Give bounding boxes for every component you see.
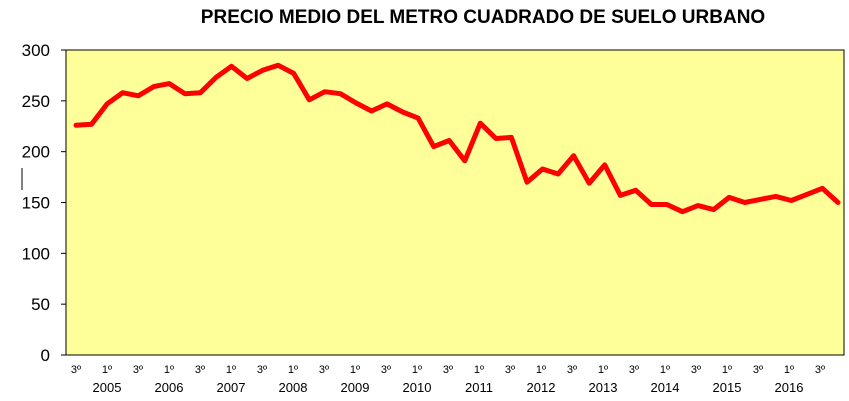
x-quarter-label: 3º (815, 364, 825, 376)
x-axis: 3º 1º 3º 1º 3º 1º 3º 1º 3º 1º 3º 1º 3º 1º 3º 1º 3º 1º 3º 1º… (71, 364, 825, 395)
x-quarter-label: 1º (350, 364, 360, 376)
series-line (73, 62, 841, 215)
x-quarter-label: 3º (629, 364, 639, 376)
x-quarter-label: 3º (319, 364, 329, 376)
x-quarter-label: 1º (102, 364, 112, 376)
x-quarter-label: 3º (753, 364, 763, 376)
x-year-label: 2010 (403, 380, 432, 395)
y-tick-label: 300 (22, 41, 50, 60)
x-year-label: 2014 (651, 380, 680, 395)
x-quarter-label: 3º (567, 364, 577, 376)
x-quarter-label: 1º (474, 364, 484, 376)
y-tick-label: 150 (22, 194, 50, 213)
plot-area (65, 49, 845, 356)
y-tick-label: 100 (22, 244, 50, 263)
x-quarter-label: 3º (691, 364, 701, 376)
x-quarter-label: 1º (598, 364, 608, 376)
y-tick-label: 0 (41, 346, 50, 365)
x-year-label: 2015 (713, 380, 742, 395)
chart-title: PRECIO MEDIO DEL METRO CUADRADO DE SUELO… (201, 7, 765, 28)
x-quarter-label: 3º (443, 364, 453, 376)
y-tick-label: 50 (31, 295, 50, 314)
x-year-label: 2008 (279, 380, 308, 395)
x-quarter-label: 1º (226, 364, 236, 376)
x-quarter-label: 1º (722, 364, 732, 376)
y-tick-label: 250 (22, 92, 50, 111)
x-year-label: 2006 (155, 380, 184, 395)
y-tick-label: 200 (22, 143, 50, 162)
x-year-label: 2016 (775, 380, 804, 395)
x-year-label: 2009 (341, 380, 370, 395)
x-quarter-label: 3º (71, 364, 81, 376)
x-quarter-label: 1º (412, 364, 422, 376)
x-quarter-label: 3º (381, 364, 391, 376)
x-quarter-label: 1º (784, 364, 794, 376)
x-year-label: 2012 (527, 380, 556, 395)
x-year-label: 2013 (589, 380, 618, 395)
x-quarter-label: 3º (257, 364, 267, 376)
x-year-label: 2005 (93, 380, 122, 395)
x-quarter-label: 3º (133, 364, 143, 376)
x-quarter-label: 3º (505, 364, 515, 376)
x-year-label: 2007 (217, 380, 246, 395)
x-quarter-label: 1º (288, 364, 298, 376)
x-quarter-label: 1º (536, 364, 546, 376)
x-quarter-label: 3º (195, 364, 205, 376)
x-quarter-label: 1º (164, 364, 174, 376)
y-axis: 0 50 100 150 200 250 300 (22, 41, 66, 365)
x-year-label: 2011 (465, 380, 493, 395)
x-quarter-label: 1º (660, 364, 670, 376)
